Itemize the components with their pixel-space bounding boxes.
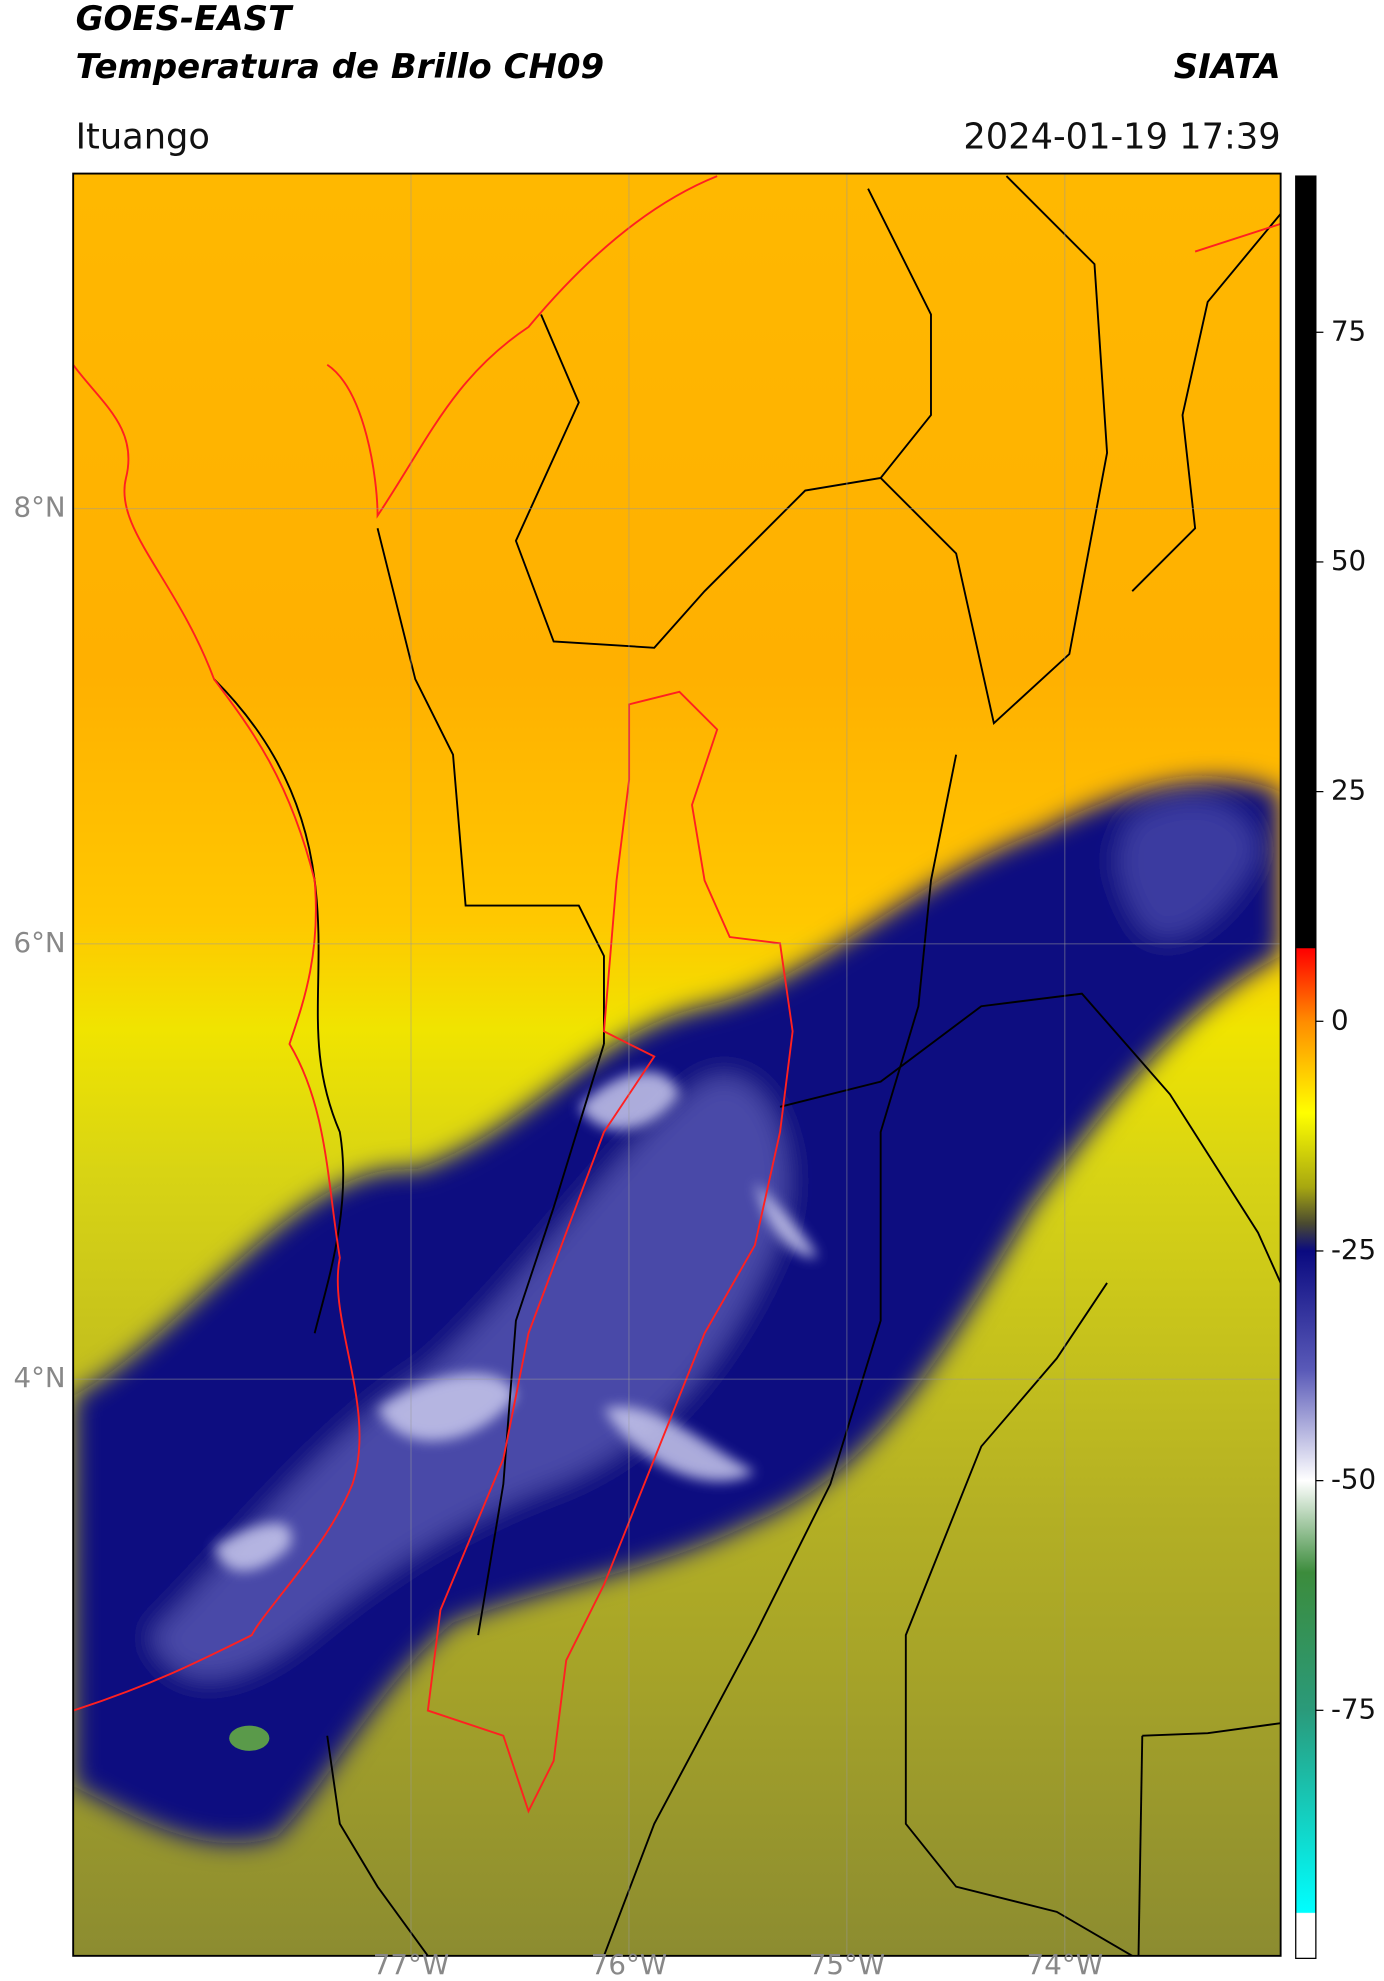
lon-label: 75°W <box>809 1948 885 1981</box>
colorbar-tick-label: -75 <box>1331 1692 1376 1725</box>
satellite-image <box>73 173 1281 1956</box>
lat-label: 4°N <box>14 1361 66 1394</box>
colorbar-tick-label: 75 <box>1331 314 1366 347</box>
colorbar <box>1295 175 1317 1959</box>
location: Ituango <box>76 116 210 157</box>
datetime: 2024-01-19 17:39 <box>963 116 1280 157</box>
colorbar-tick-label: 50 <box>1331 544 1366 577</box>
colorbar-tick-label: -50 <box>1331 1463 1376 1496</box>
colorbar-tick-label: -25 <box>1331 1233 1376 1266</box>
lon-label: 76°W <box>591 1948 667 1981</box>
lat-label: 8°N <box>14 491 66 524</box>
lat-label: 6°N <box>14 926 66 959</box>
lon-label: 77°W <box>373 1948 449 1981</box>
organization: SIATA <box>1174 47 1281 87</box>
map-frame <box>72 172 1282 1957</box>
product: Temperatura de Brillo CH09 <box>76 47 604 87</box>
lon-label: 74°W <box>1027 1948 1103 1981</box>
satellite: GOES-EAST <box>76 0 294 39</box>
colorbar-tick-label: 25 <box>1331 774 1366 807</box>
colorbar-tick-label: 0 <box>1331 1003 1349 1036</box>
